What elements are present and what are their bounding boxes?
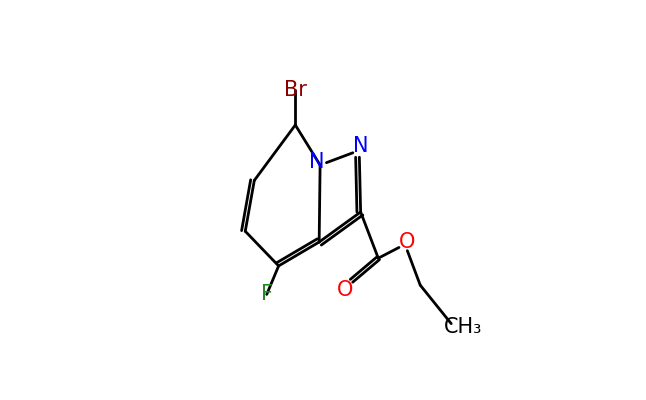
Text: O: O (337, 280, 353, 300)
Text: Br: Br (284, 80, 307, 100)
Text: N: N (309, 152, 325, 172)
Text: N: N (353, 136, 368, 156)
Text: F: F (261, 284, 273, 304)
Text: CH₃: CH₃ (444, 317, 482, 337)
Text: O: O (399, 232, 415, 252)
